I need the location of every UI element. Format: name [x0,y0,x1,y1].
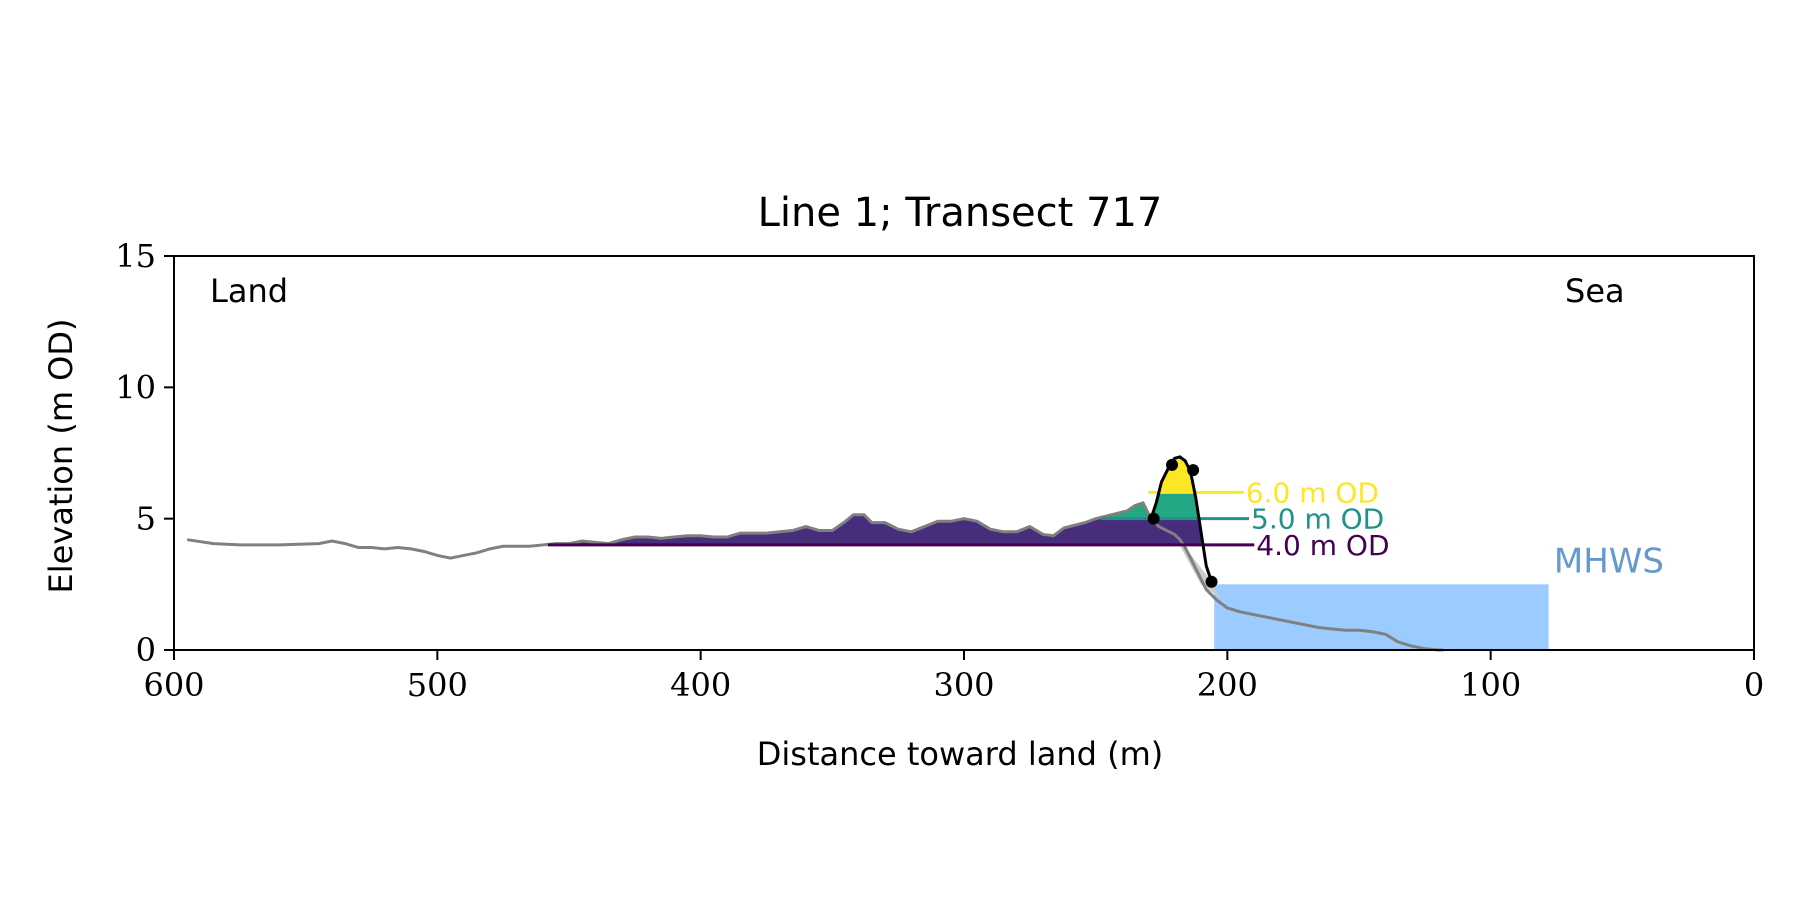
x-tick-label-200: 200 [1197,666,1258,704]
fills-layer [547,456,1549,650]
x-tick-label-600: 600 [143,666,204,704]
y-tick-label-5: 5 [136,500,156,538]
labels-layer: Line 1; Transect 717 Distance toward lan… [42,190,1664,773]
y-axis-label: Elevation (m OD) [42,319,80,594]
chart-title: Line 1; Transect 717 [758,190,1163,236]
x-axis-label: Distance toward land (m) [757,735,1163,773]
land-label: Land [210,272,288,310]
x-tick-label-500: 500 [407,666,468,704]
sea-label: Sea [1565,272,1625,310]
x-tick-label-300: 300 [933,666,994,704]
x-tick-label-400: 400 [670,666,731,704]
axes-layer: 600 500 400 300 200 100 0 0 5 10 15 [115,237,1764,704]
x-tick-label-100: 100 [1460,666,1521,704]
x-tick-label-0: 0 [1744,666,1764,704]
cross-section-line [1149,455,1213,583]
profile-line [186,501,1444,652]
y-tick-label-0: 0 [136,631,156,669]
level-label-6: 6.0 m OD [1246,476,1379,509]
y-tick-label-10: 10 [115,368,156,406]
cross-section-marker-1 [1147,512,1160,525]
cross-section-marker-2 [1166,458,1179,471]
level-label-5: 5.0 m OD [1251,503,1384,536]
cross-section-marker-3 [1187,464,1200,477]
level-fill-4 [547,456,1201,545]
y-tick-label-15: 15 [115,237,156,275]
cross-section-marker-4 [1205,575,1218,588]
level-label-4: 4.0 m OD [1256,529,1389,562]
mhws-label: MHWS [1554,541,1664,581]
lines-layer [186,455,1444,652]
